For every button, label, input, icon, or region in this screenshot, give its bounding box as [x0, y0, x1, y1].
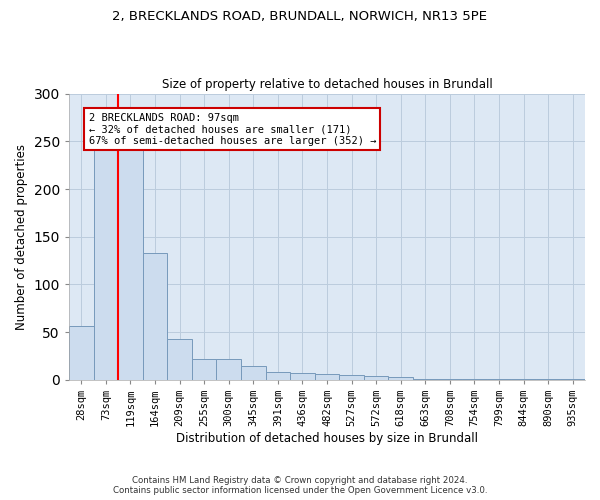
- Bar: [167, 339, 192, 380]
- Bar: [217, 359, 241, 380]
- Bar: [290, 373, 314, 380]
- X-axis label: Distribution of detached houses by size in Brundall: Distribution of detached houses by size …: [176, 432, 478, 445]
- Bar: [94, 150, 118, 380]
- Bar: [388, 377, 413, 380]
- Text: 2, BRECKLANDS ROAD, BRUNDALL, NORWICH, NR13 5PE: 2, BRECKLANDS ROAD, BRUNDALL, NORWICH, N…: [113, 10, 487, 23]
- Bar: [69, 326, 94, 380]
- Bar: [192, 359, 217, 380]
- Bar: [266, 372, 290, 380]
- Bar: [437, 379, 462, 380]
- Bar: [118, 150, 143, 380]
- Text: Contains HM Land Registry data © Crown copyright and database right 2024.
Contai: Contains HM Land Registry data © Crown c…: [113, 476, 487, 495]
- Text: 2 BRECKLANDS ROAD: 97sqm
← 32% of detached houses are smaller (171)
67% of semi-: 2 BRECKLANDS ROAD: 97sqm ← 32% of detach…: [89, 112, 376, 146]
- Bar: [339, 375, 364, 380]
- Bar: [364, 376, 388, 380]
- Y-axis label: Number of detached properties: Number of detached properties: [15, 144, 28, 330]
- Bar: [314, 374, 339, 380]
- Bar: [143, 253, 167, 380]
- Bar: [511, 379, 536, 380]
- Bar: [560, 379, 585, 380]
- Bar: [241, 366, 266, 380]
- Bar: [462, 379, 487, 380]
- Bar: [536, 379, 560, 380]
- Bar: [487, 379, 511, 380]
- Bar: [413, 379, 437, 380]
- Title: Size of property relative to detached houses in Brundall: Size of property relative to detached ho…: [161, 78, 493, 91]
